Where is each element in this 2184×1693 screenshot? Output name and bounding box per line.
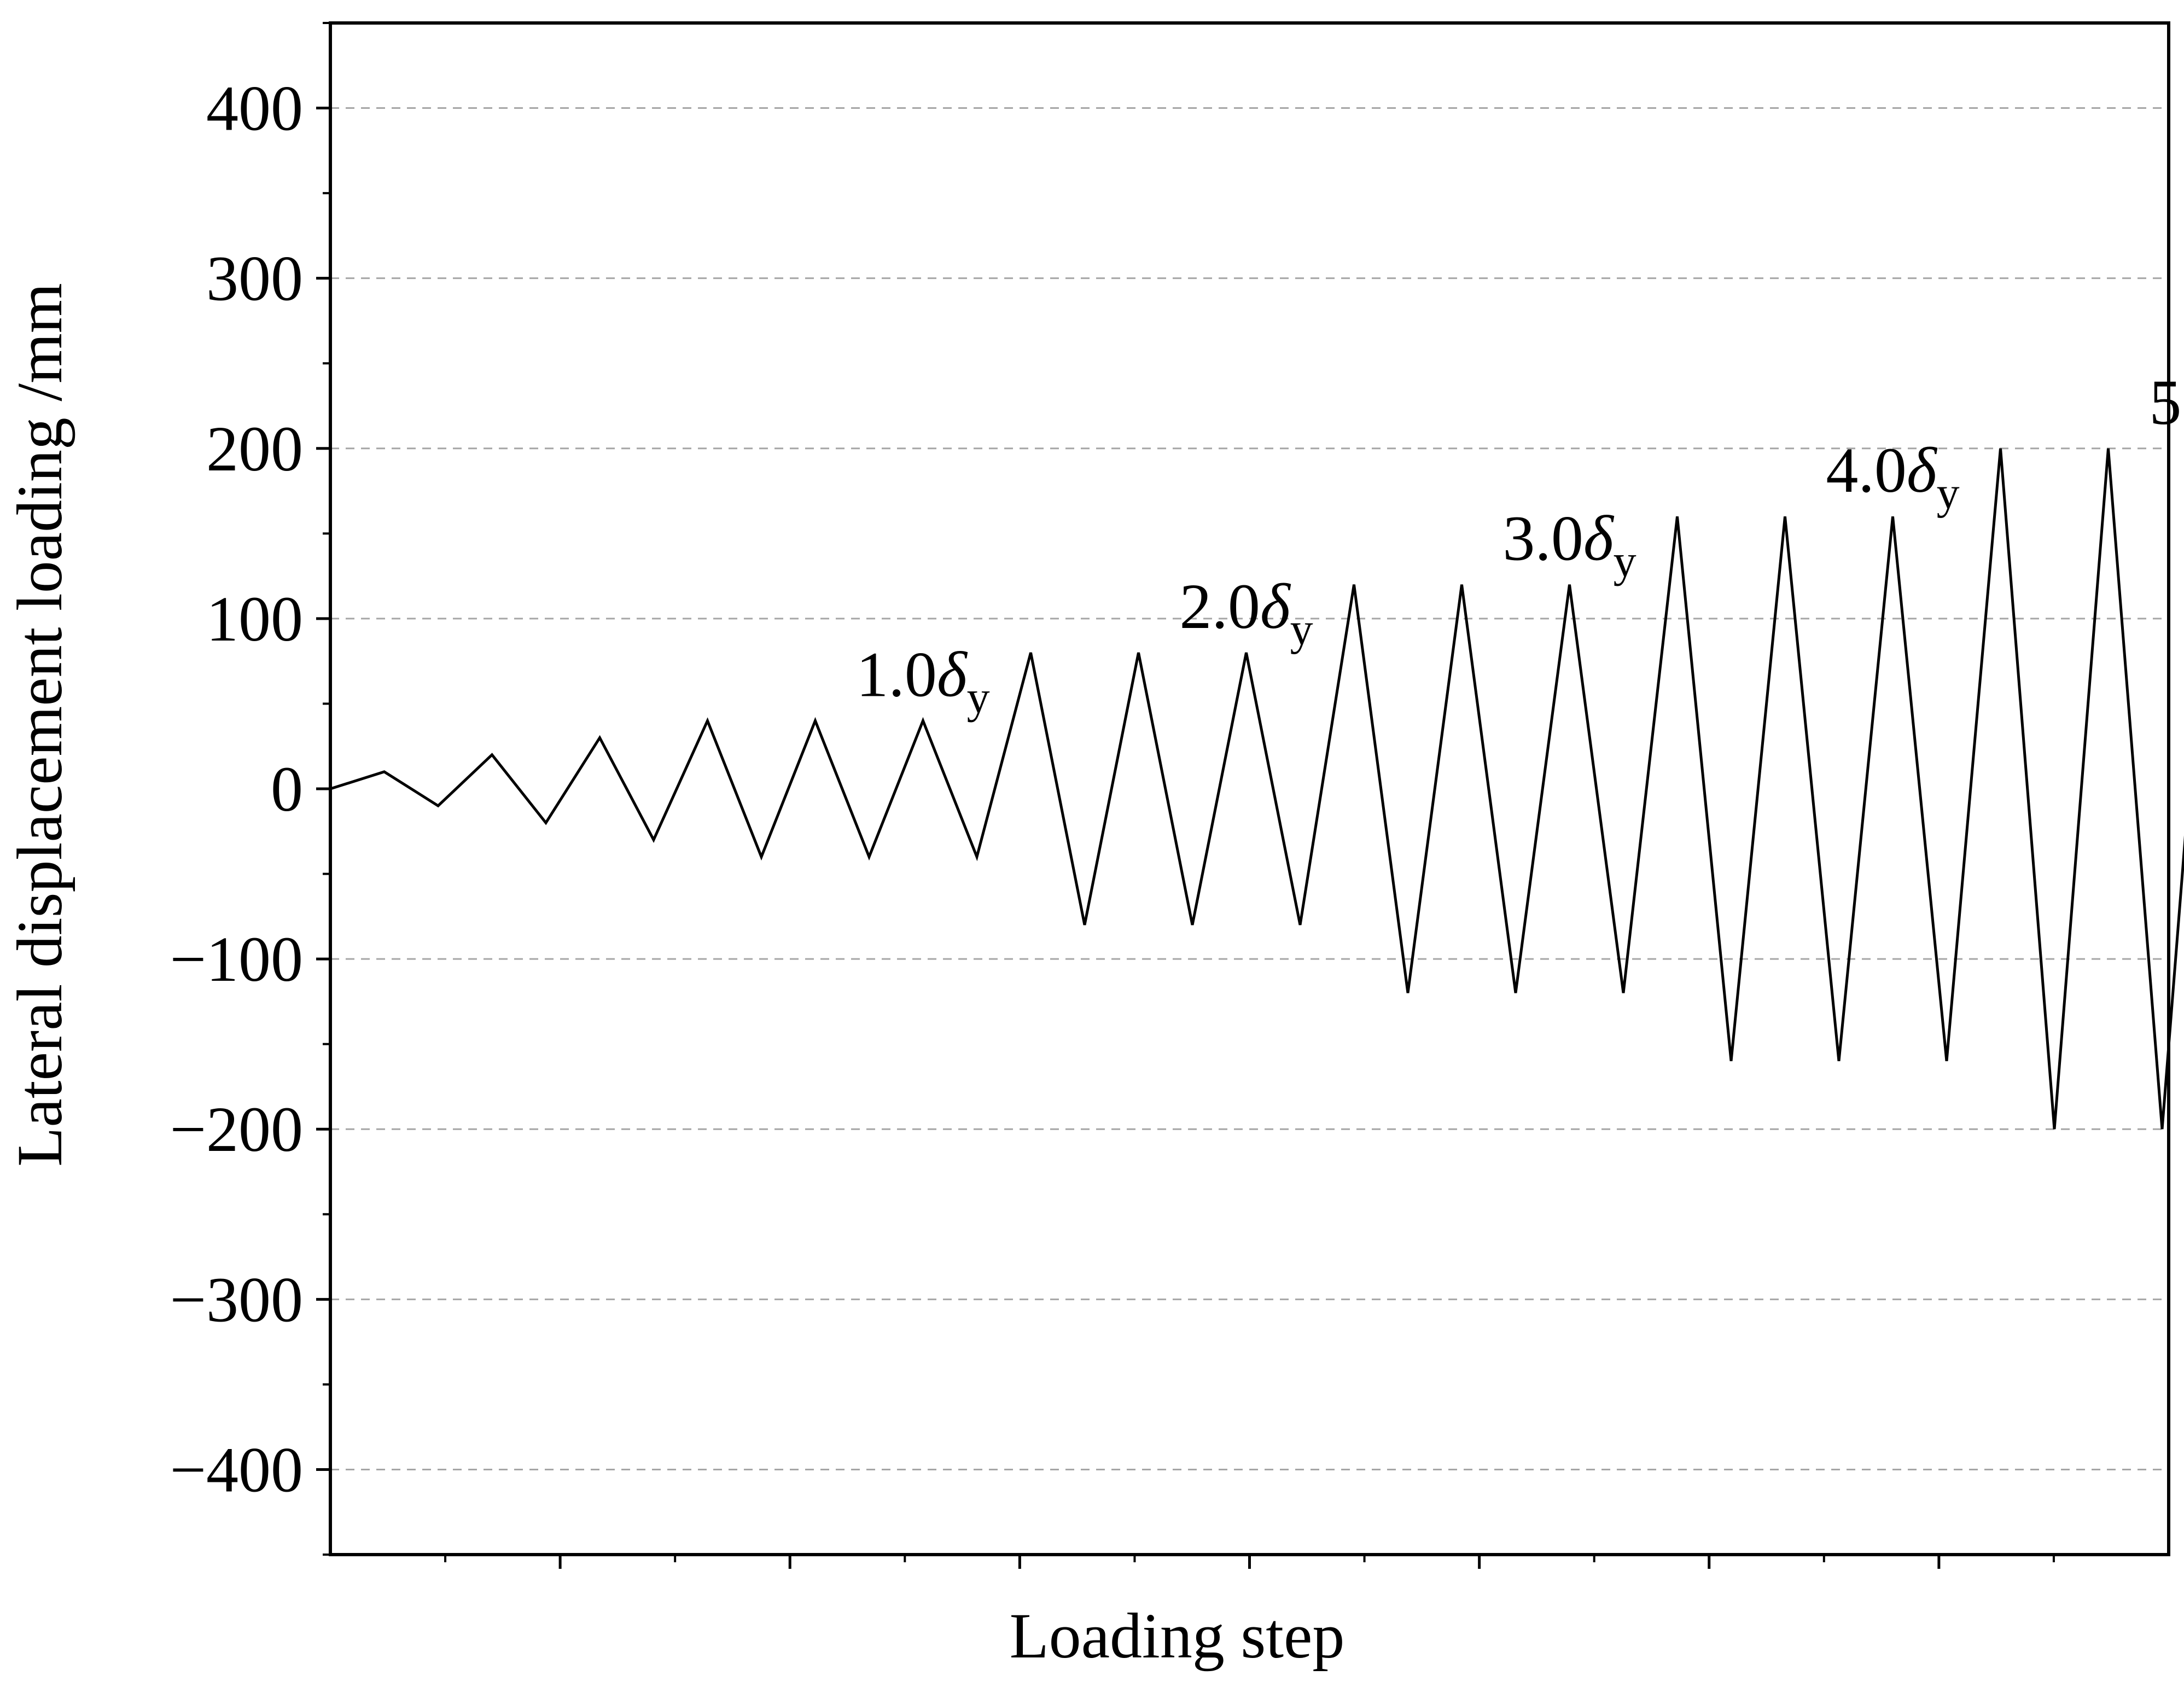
y-tick-label: 200: [206, 413, 303, 485]
level-number: 3.0: [1502, 503, 1583, 574]
y-axis-title: Lateral displacement loading /mm: [4, 283, 75, 1166]
level-number: 2.0: [1179, 571, 1260, 642]
level-label: 3.0δy: [1502, 503, 1636, 587]
axes: −400 −300 −200 −100 0 100 200 300 400: [170, 21, 2170, 1569]
y-tick-label: 0: [271, 753, 303, 825]
y-tick-label: −200: [170, 1093, 303, 1165]
y-tick-label: 100: [206, 583, 303, 655]
x-axis-title: Loading step: [1010, 1600, 1345, 1672]
level-annotations: 1.0δy2.0δy3.0δy4.0δy5.0δy6.0δy7.0δy8.0δy…: [856, 366, 2184, 723]
level-label: 5.0δy: [2149, 366, 2184, 451]
delta-symbol: δ: [937, 639, 968, 711]
plot-area: [330, 448, 2184, 1130]
level-number: 1.0: [856, 639, 937, 711]
delta-symbol: δ: [1583, 503, 1615, 574]
delta-symbol: δ: [1260, 571, 1291, 642]
delta-subscript: y: [1290, 604, 1313, 655]
delta-subscript: y: [1937, 468, 1960, 519]
level-number: 4.0: [1826, 434, 1907, 506]
displacement-series-line: [330, 448, 2184, 1130]
level-label: 1.0δy: [856, 639, 989, 723]
delta-subscript: y: [967, 672, 990, 723]
y-tick-label: −300: [170, 1264, 303, 1335]
delta-subscript: y: [1614, 536, 1636, 587]
level-label: 4.0δy: [1826, 434, 1959, 519]
y-tick-label: −400: [170, 1434, 303, 1505]
level-number: 5.0: [2149, 366, 2184, 438]
level-label: 2.0δy: [1179, 571, 1313, 655]
y-tick-label: 400: [206, 73, 303, 144]
y-tick-label: 300: [206, 243, 303, 315]
delta-symbol: δ: [1907, 434, 1938, 506]
y-tick-label: −100: [170, 923, 303, 995]
gridlines: [330, 107, 2169, 1470]
